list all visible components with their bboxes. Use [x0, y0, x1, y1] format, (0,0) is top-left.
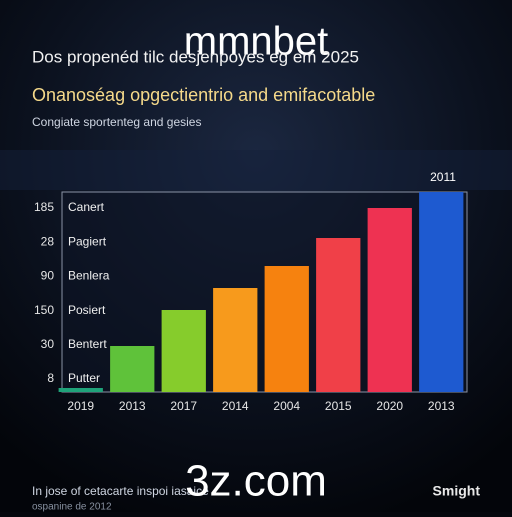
row-label: 28 [41, 234, 55, 248]
chart-title: Dos propenéd tilc desjenpoyes eg em 2025 [32, 47, 359, 66]
top-label: 2011 [430, 170, 456, 184]
bar [264, 266, 309, 392]
bar [367, 208, 412, 392]
caption: Congiate sportenteg and gesies [32, 115, 201, 129]
x-tick-label: 2019 [67, 399, 94, 413]
chart-subtitle: Onanoséag opgectientrio and emifacotable [32, 85, 375, 105]
stadium-band [0, 150, 512, 190]
row-label: 150 [34, 303, 54, 317]
row-name: Canert [68, 200, 105, 214]
row-label: 30 [41, 337, 55, 351]
row-label: 90 [41, 269, 55, 283]
row-name: Pagiert [68, 234, 107, 248]
x-tick-label: 2017 [170, 399, 197, 413]
bar [110, 346, 155, 392]
x-tick-label: 2015 [325, 399, 352, 413]
bar [213, 288, 258, 392]
x-tick-label: 2004 [273, 399, 300, 413]
row-name: Posiert [68, 303, 106, 317]
bar [316, 238, 361, 392]
bar [58, 388, 103, 392]
row-name: Putter [68, 371, 100, 385]
watermark: mmnbet [184, 20, 329, 64]
row-label: 185 [34, 200, 54, 214]
footer: In jose of cetacarte inspoi iasaice [32, 484, 209, 498]
bar [161, 310, 206, 392]
brand: Smight [433, 483, 481, 499]
row-label: 8 [47, 371, 54, 385]
x-tick-label: 2020 [376, 399, 403, 413]
footer-sub: ospanine de 2012 [32, 502, 112, 512]
x-tick-label: 2014 [222, 399, 249, 413]
x-tick-label: 2013 [428, 399, 455, 413]
watermark: 3z.com [185, 457, 327, 506]
row-name: Bentert [68, 337, 107, 351]
bar [419, 192, 464, 392]
x-tick-label: 2013 [119, 399, 146, 413]
row-name: Benlera [68, 269, 110, 283]
